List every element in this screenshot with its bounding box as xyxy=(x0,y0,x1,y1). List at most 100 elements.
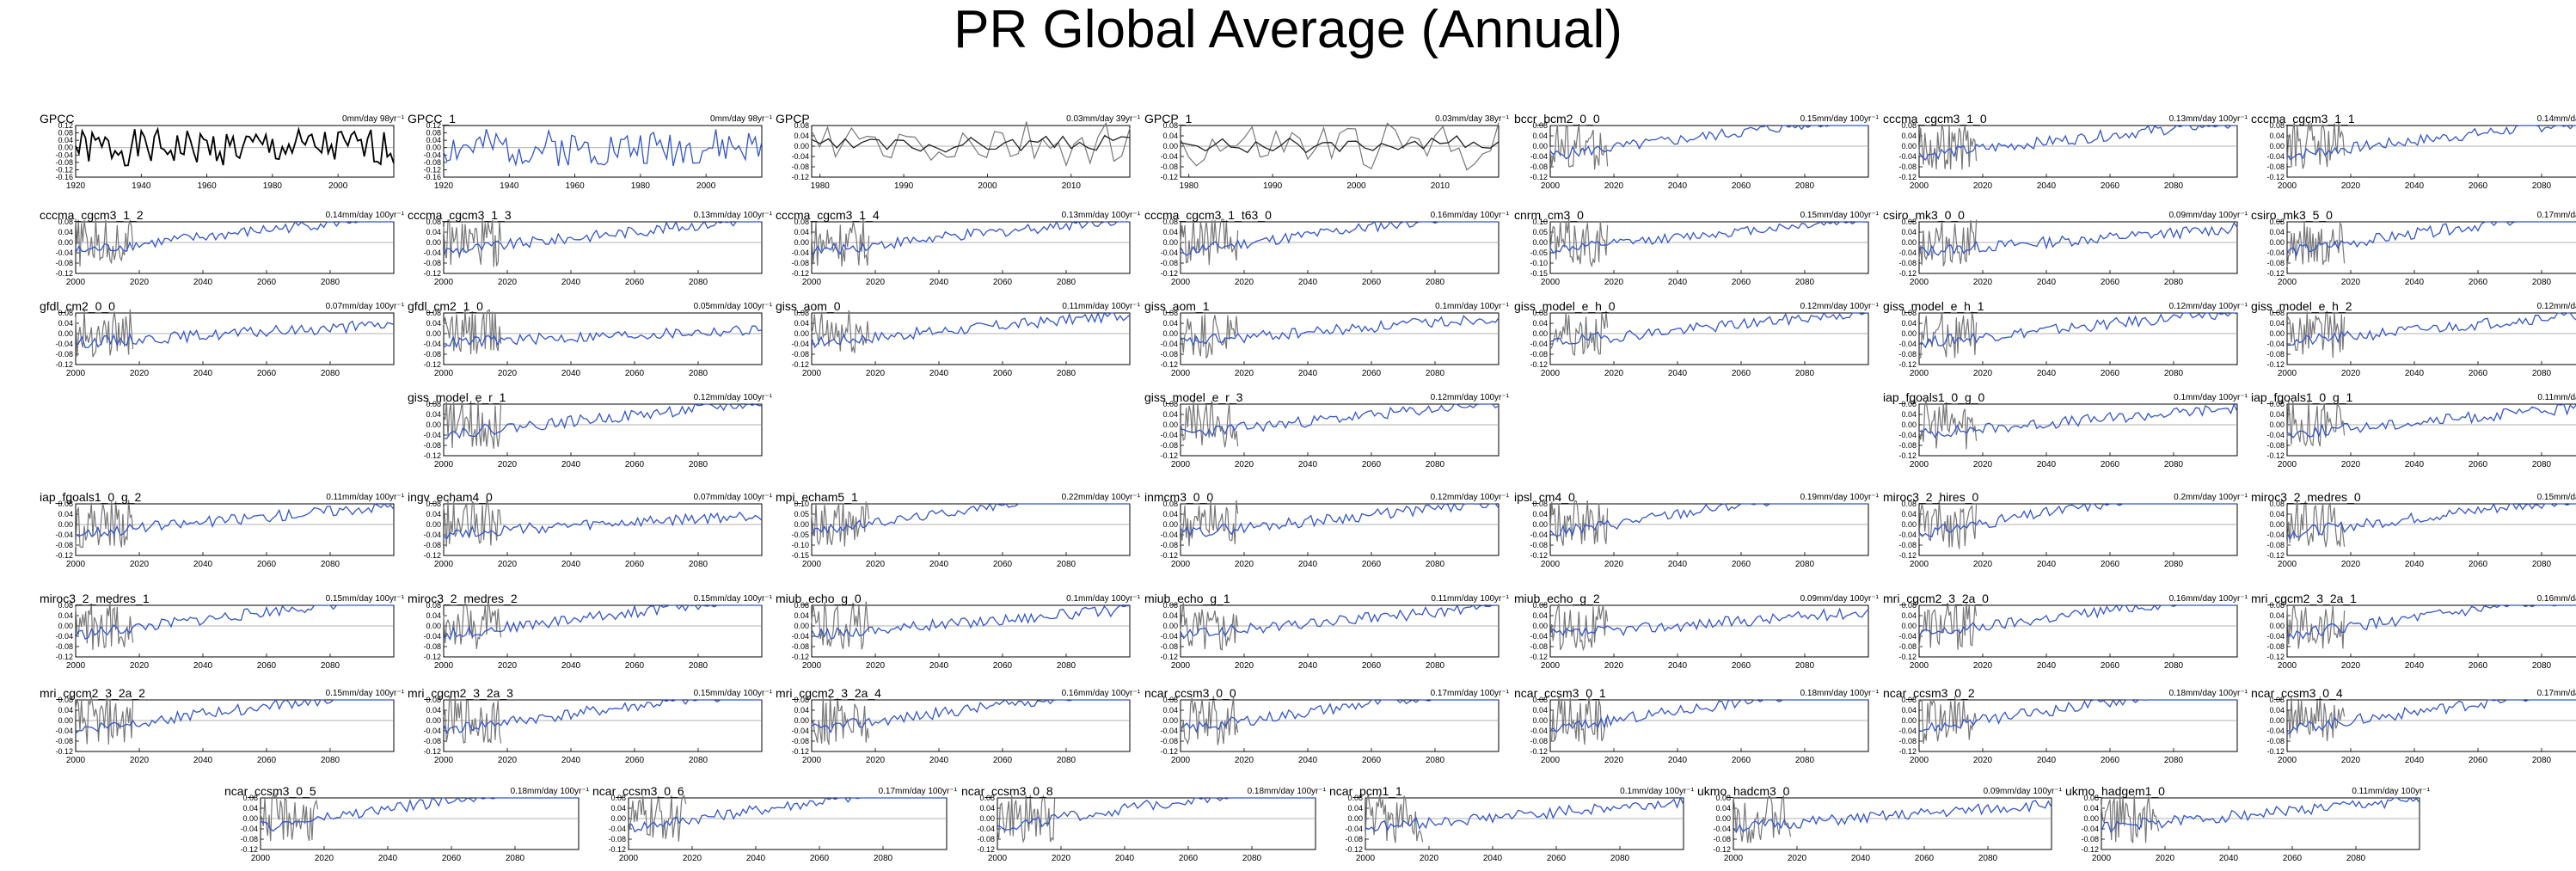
y-tick-label: -0.12 xyxy=(2266,653,2285,661)
x-tick-label: 2000 xyxy=(802,756,822,765)
x-tick-label: 2020 xyxy=(498,661,518,671)
y-tick-label: 0.00 xyxy=(1162,238,1178,247)
x-tick-label: 2040 xyxy=(193,278,213,287)
x-tick-label: 2080 xyxy=(2532,181,2552,191)
x-tick-label: 2080 xyxy=(2532,278,2552,287)
y-tick-label: -0.04 xyxy=(423,632,441,641)
y-tick-label: 0.04 xyxy=(1162,410,1178,419)
x-tick-label: 2000 xyxy=(434,661,454,671)
x-tick-label: 2040 xyxy=(378,854,398,863)
x-tick-label: 2080 xyxy=(2532,369,2552,378)
x-tick-label: 2020 xyxy=(130,560,150,569)
y-tick-label: 0.00 xyxy=(426,420,441,429)
y-tick-label: -0.12 xyxy=(2266,551,2285,560)
x-tick-label: 2020 xyxy=(1604,278,1624,287)
y-tick-label: -0.12 xyxy=(55,269,73,278)
data-series xyxy=(443,511,763,540)
x-tick-label: 1980 xyxy=(263,181,283,191)
y-tick-label: -0.08 xyxy=(240,835,258,843)
reference-series xyxy=(443,696,502,744)
x-tick-label: 2020 xyxy=(1973,560,1993,569)
data-series xyxy=(1180,220,1499,256)
x-tick-label: 2080 xyxy=(1426,756,1445,765)
y-tick-label: -0.12 xyxy=(2266,269,2285,278)
y-tick-label: -0.12 xyxy=(791,653,809,661)
x-tick-label: 2000 xyxy=(1171,756,1191,765)
plot-frame xyxy=(1180,699,1500,752)
panel-csiro_mk3_5_0: csiro_mk3_5_00.17mm/day 100yr⁻¹0.080.040… xyxy=(2246,209,2576,291)
data-series xyxy=(2286,312,2576,347)
data-series xyxy=(2286,221,2576,257)
data-series xyxy=(75,320,395,348)
y-tick-label: -0.08 xyxy=(1898,163,1917,171)
x-tick-label: 2060 xyxy=(1362,369,1382,378)
y-tick-label: -0.04 xyxy=(791,632,809,641)
x-tick-label: 2020 xyxy=(866,661,886,671)
y-tick-label: -0.04 xyxy=(1898,340,1917,348)
y-tick-label: 0.04 xyxy=(794,706,809,715)
data-series xyxy=(1549,221,1869,255)
x-tick-label: 2000 xyxy=(988,854,1008,863)
y-tick-label: 0.08 xyxy=(58,500,73,508)
panel-title: cnrm_cm3_0 xyxy=(1514,208,1584,222)
panel-title: mri_cgcm2_3_2a_3 xyxy=(408,686,513,700)
panel-trend-label: 0.11mm/day 100yr⁻¹ xyxy=(2352,787,2430,796)
x-tick-label: 2080 xyxy=(2164,560,2184,569)
y-tick-label: -0.12 xyxy=(423,360,441,369)
y-tick-label: -0.08 xyxy=(55,541,73,549)
y-tick-label: 0.00 xyxy=(1532,329,1548,338)
y-tick-label: 0.00 xyxy=(1901,142,1917,150)
y-tick-label: -0.04 xyxy=(2266,727,2285,735)
y-tick-label: -0.08 xyxy=(2266,642,2285,651)
data-series xyxy=(443,325,763,349)
x-tick-label: 2060 xyxy=(1732,560,1751,569)
y-tick-label: 0.12 xyxy=(426,121,441,130)
plot-frame xyxy=(443,503,763,556)
y-tick-label: 0.04 xyxy=(426,319,441,328)
panel-cccma_cgcm3_1_t63_0: cccma_cgcm3_1_t63_0 0.16mm/day 100yr⁻¹ 0.0… xyxy=(1139,209,1509,291)
y-tick-label: -0.04 xyxy=(1160,248,1178,257)
x-tick-label: 2000 xyxy=(1910,756,1929,765)
x-tick-label: 2080 xyxy=(689,756,708,765)
x-tick-label: 2020 xyxy=(498,278,518,287)
panel-trend-label: 0.15mm/day 100yr⁻¹ xyxy=(693,594,772,604)
y-tick-label: -0.04 xyxy=(1160,431,1178,439)
y-tick-label: 0.04 xyxy=(2083,804,2099,813)
x-tick-label: 2060 xyxy=(993,278,1013,287)
y-tick-label: 0.04 xyxy=(426,228,441,236)
y-tick-label: 0.08 xyxy=(794,309,809,317)
x-tick-label: 2040 xyxy=(1298,661,1318,671)
x-tick-label: 2040 xyxy=(193,560,213,569)
y-tick-label: 0.04 xyxy=(1162,611,1178,620)
panel-GPCP: GPCP 0.03mm/day 39yr⁻¹ 0.08 0.04 0.00 -0.04 -0… xyxy=(770,113,1140,194)
x-tick-label: 2000 xyxy=(1541,181,1561,191)
panel-miroc3_2_medres_2: miroc3_2_medres_2 0.15mm/day 100yr⁻¹ 0.08 0… xyxy=(402,592,772,674)
y-tick-label: 0.08 xyxy=(1162,400,1178,408)
panel-title: cccma_cgcm3_1_4 xyxy=(776,208,880,222)
panel-cnrm_cm3_0: cnrm_cm3_0 0.15mm/day 100yr⁻¹ 0.10 0.05 0.00… xyxy=(1509,209,1879,291)
y-tick-label: 0.04 xyxy=(1901,132,1917,140)
y-tick-label: -0.04 xyxy=(608,825,626,833)
y-tick-label: 0.04 xyxy=(58,136,73,144)
x-tick-label: 2040 xyxy=(929,369,949,378)
x-tick-label: 2020 xyxy=(2341,560,2361,569)
y-tick-label: -0.04 xyxy=(1530,727,1548,735)
x-tick-label: 2000 xyxy=(1724,854,1744,863)
reference-series xyxy=(628,794,687,842)
panel-title: ncar_pcm1_1 xyxy=(1329,784,1402,798)
plot-frame xyxy=(1918,403,2238,457)
panel-trend-label: 0.15mm/day 100yr⁻¹ xyxy=(2536,493,2576,502)
y-tick-label: 0.00 xyxy=(58,238,73,247)
panel-trend-label: 0.09mm/day 100yr⁻¹ xyxy=(1983,787,2062,796)
x-tick-label: 2080 xyxy=(1795,181,1815,191)
y-tick-label: 0.04 xyxy=(1715,804,1731,813)
y-tick-label: -0.12 xyxy=(1160,269,1178,278)
